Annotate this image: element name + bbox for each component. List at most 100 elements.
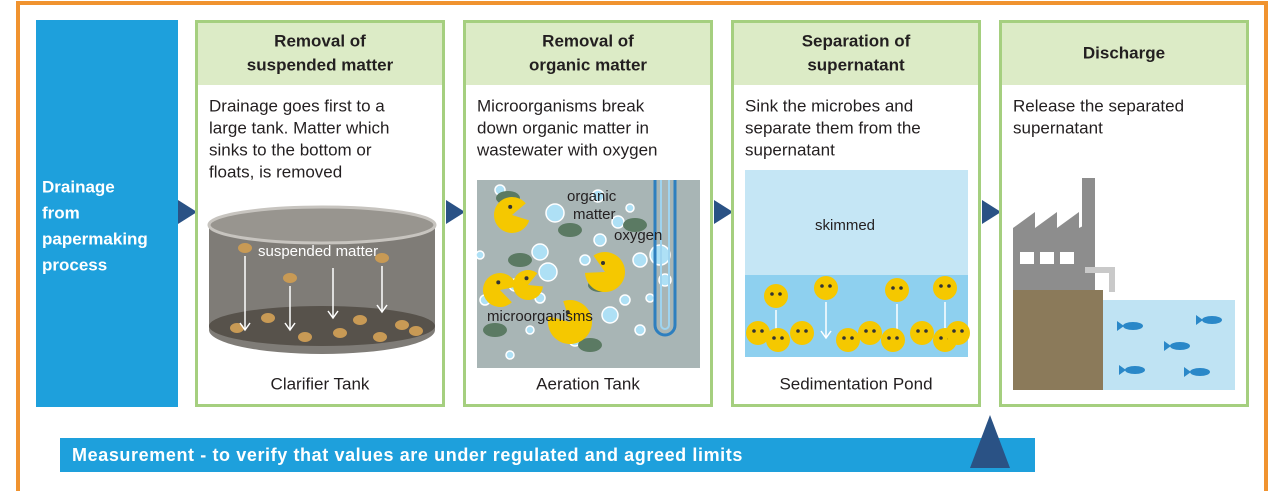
stage-description: Release the separated — [1013, 96, 1184, 115]
stage-description: sinks to the bottom or — [209, 140, 372, 159]
bubble — [539, 263, 557, 281]
particle — [283, 273, 297, 283]
organic-matter — [558, 223, 582, 237]
microbe — [933, 276, 957, 300]
microbe — [790, 321, 814, 345]
eye — [778, 292, 782, 296]
diagram: Drainage from papermaking process Removal of… — [0, 0, 1284, 491]
particle — [333, 328, 347, 338]
eye — [939, 284, 943, 288]
bubble — [476, 251, 484, 259]
eye — [864, 329, 868, 333]
organic-matter — [508, 253, 532, 267]
eye — [760, 329, 764, 333]
stage-title: Removal of — [274, 31, 366, 50]
eye — [872, 329, 876, 333]
window — [1060, 252, 1074, 264]
microbe — [881, 328, 905, 352]
eye — [891, 286, 895, 290]
stage-description: supernatant — [745, 140, 835, 159]
microbe — [814, 276, 838, 300]
microbe — [766, 328, 790, 352]
eye — [842, 336, 846, 340]
bubble — [532, 244, 548, 260]
sedimentation-illustration — [745, 170, 970, 357]
stage-title: organic matter — [529, 55, 647, 74]
stage-title: supernatant — [807, 55, 905, 74]
fish — [1123, 322, 1143, 330]
illustration-label: suspended matter — [258, 243, 378, 260]
particle — [298, 332, 312, 342]
eye — [960, 329, 964, 333]
organic-matter — [483, 323, 507, 337]
illustration-label: organic — [567, 188, 617, 205]
eye — [780, 336, 784, 340]
eye — [496, 280, 500, 284]
source-text: Drainage — [42, 177, 115, 196]
microbe — [836, 328, 860, 352]
bubble — [646, 294, 654, 302]
stage-description: supernatant — [1013, 118, 1103, 137]
stage-description: Sink the microbes and — [745, 96, 913, 115]
stage-title: Discharge — [1083, 43, 1165, 62]
illustration-label: skimmed — [815, 217, 875, 234]
eye — [508, 205, 512, 209]
eye — [772, 336, 776, 340]
stage-title: suspended matter — [247, 55, 394, 74]
clarifier-illustration — [209, 207, 435, 354]
particle — [238, 243, 252, 253]
source-text: process — [42, 255, 107, 274]
bubble — [620, 295, 630, 305]
arrow — [178, 200, 197, 224]
eye — [895, 336, 899, 340]
fish — [1202, 316, 1222, 324]
stage-description: large tank. Matter which — [209, 118, 389, 137]
stage-caption: Clarifier Tank — [271, 374, 370, 393]
eye — [952, 329, 956, 333]
eye — [796, 329, 800, 333]
fish — [1170, 342, 1190, 350]
arrow — [446, 200, 465, 224]
bubble — [546, 204, 564, 222]
bubble — [635, 325, 645, 335]
stage-description: down organic matter in — [477, 118, 649, 137]
microbe — [858, 321, 882, 345]
measurement-text: Measurement - to verify that values are … — [72, 445, 743, 465]
stage-description: separate them from the — [745, 118, 921, 137]
stage-description: Microorganisms break — [477, 96, 645, 115]
bubble — [633, 253, 647, 267]
source-text: from — [42, 203, 80, 222]
eye — [916, 329, 920, 333]
microbe — [910, 321, 934, 345]
eye — [850, 336, 854, 340]
factory — [1013, 212, 1085, 290]
stage-description: floats, is removed — [209, 162, 342, 181]
microbe — [946, 321, 970, 345]
bubble — [602, 307, 618, 323]
source-text: papermaking — [42, 229, 148, 248]
ground — [1013, 290, 1103, 390]
stage-caption: Aeration Tank — [536, 374, 640, 393]
bubble — [506, 351, 514, 359]
particle — [261, 313, 275, 323]
eye — [924, 329, 928, 333]
eye — [752, 329, 756, 333]
eye — [770, 292, 774, 296]
stage-title: Removal of — [542, 31, 634, 50]
bubble — [594, 234, 606, 246]
particle — [373, 332, 387, 342]
particle — [409, 326, 423, 336]
eye — [601, 261, 605, 265]
eye — [887, 336, 891, 340]
bubble — [580, 255, 590, 265]
illustration-label: microorganisms — [487, 308, 593, 325]
eye — [939, 336, 943, 340]
fish — [1125, 366, 1145, 374]
eye — [820, 284, 824, 288]
fish — [1190, 368, 1210, 376]
eye — [525, 276, 529, 280]
stage-description: wastewater with oxygen — [476, 140, 657, 159]
window — [1020, 252, 1034, 264]
particle — [395, 320, 409, 330]
eye — [899, 286, 903, 290]
